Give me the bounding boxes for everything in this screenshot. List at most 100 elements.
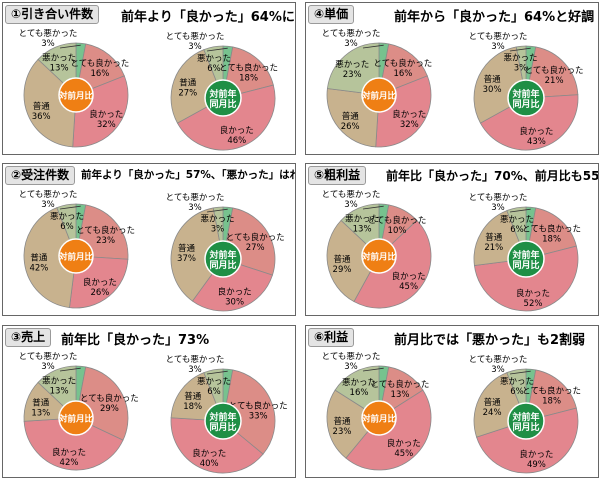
center-badge-label: 対前月比 (58, 252, 94, 263)
slice-label-value: 13% (391, 390, 410, 400)
slice-label-value: 30% (483, 85, 502, 95)
panel-heading: 前月比では「悪かった」も2割弱 (394, 333, 586, 348)
center-badge (507, 240, 545, 278)
slice-label-good: 良かった 45% (392, 271, 426, 292)
slice-label-value: 30% (225, 298, 244, 308)
slice-label-value: 18% (239, 74, 258, 84)
pie-chart-prev-month: とても悪かった 3% とても良かった 16% 良かった 32% 普通 26% 悪かった 23% 対前… (322, 29, 432, 148)
pie-charts: とても悪かった 3%とても良かった 16%良かった 32%普通 26%悪かった 23%対前… (322, 29, 584, 151)
slice-label-bad: 悪かった 13% (42, 54, 76, 74)
slice-label-value: 42% (29, 264, 48, 274)
panel-tab: ⑤粗利益 (308, 166, 367, 185)
slice-label-value: 24% (483, 408, 502, 418)
center-badge-label: 対前月比 (58, 91, 94, 102)
slice-label-very-good: とても良かった 16% (70, 58, 129, 79)
slice-label-name: とても良かった (229, 400, 288, 411)
slice-label-value: 6% (60, 222, 74, 232)
slice-good (191, 258, 273, 312)
slice-label-value: 45% (394, 449, 413, 459)
slice-label-good: 良かった 46% (220, 125, 254, 146)
slice-label-name: とても良かった (76, 225, 135, 236)
slice-label-name: 良かった (89, 109, 123, 120)
slice-label-name: 普通 (485, 232, 503, 243)
slice-label-value: 16% (350, 388, 369, 398)
slice-label-name: とても悪かった (469, 193, 528, 203)
leader-line (206, 370, 228, 375)
slice-bad (326, 42, 380, 96)
slice-label-value: 3% (188, 365, 202, 375)
slice-label-name: 良かった (220, 125, 254, 136)
slice-label-bad: 悪かった 6% (500, 215, 534, 235)
slice-label-bad: 悪かった 3% (503, 54, 537, 74)
pie-chart-prev-year: とても悪かった 3%とても良かった 33%良かった 40%普通 18%悪かった 6%対前年… (166, 355, 288, 474)
slice-normal (326, 389, 380, 459)
badge-line-1: 対前年 (208, 88, 236, 100)
slice-label-name: とても悪かった (322, 29, 381, 39)
slice-normal (326, 219, 380, 303)
slice-label-very-bad: とても悪かった 3% (469, 193, 528, 213)
pie-charts: とても悪かった 3%とても良かった 10%良かった 45%普通 29%悪かった 13%対前… (322, 190, 581, 312)
panel-profit: ⑥利益 前月比では「悪かった」も2割弱 とても悪かった 3% とても良かった 13% 良… (305, 325, 599, 478)
slice-label-normal: 普通 23% (333, 416, 352, 437)
slice-label-value: 43% (527, 137, 546, 147)
slice-label-name: 悪かった (200, 215, 234, 225)
slice-label-very-bad: とても悪かった 3% (469, 32, 528, 52)
slice-label-normal: 普通 36% (32, 101, 51, 122)
slice-label-good: 良かった 49% (519, 449, 553, 470)
slice-label-very-good: とても良かった 10% (368, 215, 427, 236)
slice-label-value: 3% (491, 365, 505, 375)
slice-label-bad: 悪かった 16% (342, 378, 376, 398)
slice-label-value: 6% (510, 225, 524, 235)
slice-label-name: 悪かった (500, 377, 534, 387)
pie-charts: とても悪かった 3%とても良かった 23%良かった 26%普通 42%悪かった 6%対前月… (19, 190, 285, 312)
slice-label-normal: 普通 13% (31, 397, 50, 418)
slice-label-normal: 普通 26% (341, 111, 360, 132)
slice-label-value: 52% (524, 299, 543, 309)
slice-label-value: 40% (200, 459, 219, 469)
slice-label-value: 6% (207, 64, 221, 74)
slice-good (23, 417, 124, 471)
panel-header: ①引き合い件数 前年より「良かった」64%に (3, 3, 295, 25)
panel-tab: ④単価 (308, 5, 355, 24)
pie-chart-prev-month: とても悪かった 3% とても良かった 13% 良かった 45% 普通 23% 悪かった 16% 対前… (322, 352, 432, 471)
slice-label-value: 18% (542, 397, 561, 407)
slice-label-value: 18% (542, 235, 561, 245)
slice-label-name: とても良かった (368, 215, 427, 226)
slice-label-name: 良かった (392, 271, 426, 282)
slice-label-very-good: とても良かった 27% (226, 232, 285, 253)
center-badge (361, 238, 397, 274)
slice-label-very-good: とても良かった 21% (525, 65, 584, 86)
slice-label-value: 29% (333, 265, 352, 275)
panel-header: ③売上 前年比「良かった」73% (3, 326, 295, 348)
panel-heading: 前年比「良かった」70%、前月比も55% (386, 169, 599, 183)
slice-label-value: 3% (344, 39, 358, 49)
pie-chart-prev-month: とても悪かった 3% とても良かった 23% 良かった 26% 普通 42% 悪かった 6% 対前月… (19, 190, 135, 309)
slice-label-very-good: とても良かった 18% (522, 224, 581, 245)
center-badge (507, 402, 545, 440)
slice-label-value: 27% (178, 88, 197, 98)
slice-good (170, 417, 264, 474)
slice-label-good: 良かった 40% (192, 448, 226, 469)
slice-label-name: とても良かった (371, 379, 430, 390)
slice-label-name: とても悪かった (469, 355, 528, 365)
slice-label-name: 普通 (30, 253, 48, 264)
pie-chart-prev-year: とても悪かった 3%とても良かった 27%良かった 30%普通 37%悪かった 3%対前年… (166, 193, 285, 312)
slice-label-name: 普通 (484, 397, 502, 408)
center-badge-label: 対前月比 (58, 414, 94, 425)
slice-label-value: 32% (97, 120, 116, 130)
slice-label-name: 普通 (32, 397, 50, 408)
slice-label-bad: 悪かった 6% (197, 377, 231, 397)
slice-label-name: とても良かった (522, 224, 581, 235)
panel-header: ④単価 前年から「良かった」64%と好調 (306, 3, 598, 25)
leader-line (206, 47, 228, 52)
slice-label-name: 良かった (83, 277, 117, 288)
slice-label-bad: 悪かった 3% (200, 215, 234, 235)
slice-normal (170, 207, 224, 302)
slice-label-bad: 悪かった 13% (345, 215, 379, 235)
slice-label-value: 26% (90, 288, 109, 298)
badge-line-1: 対前年 (208, 411, 236, 423)
slice-label-value: 21% (484, 243, 503, 253)
slice-label-value: 23% (343, 70, 362, 80)
pie-charts: とても悪かった 3%とても良かった 16%良かった 32%普通 36%悪かった 13%対前… (19, 29, 278, 151)
leader-line (509, 208, 531, 213)
